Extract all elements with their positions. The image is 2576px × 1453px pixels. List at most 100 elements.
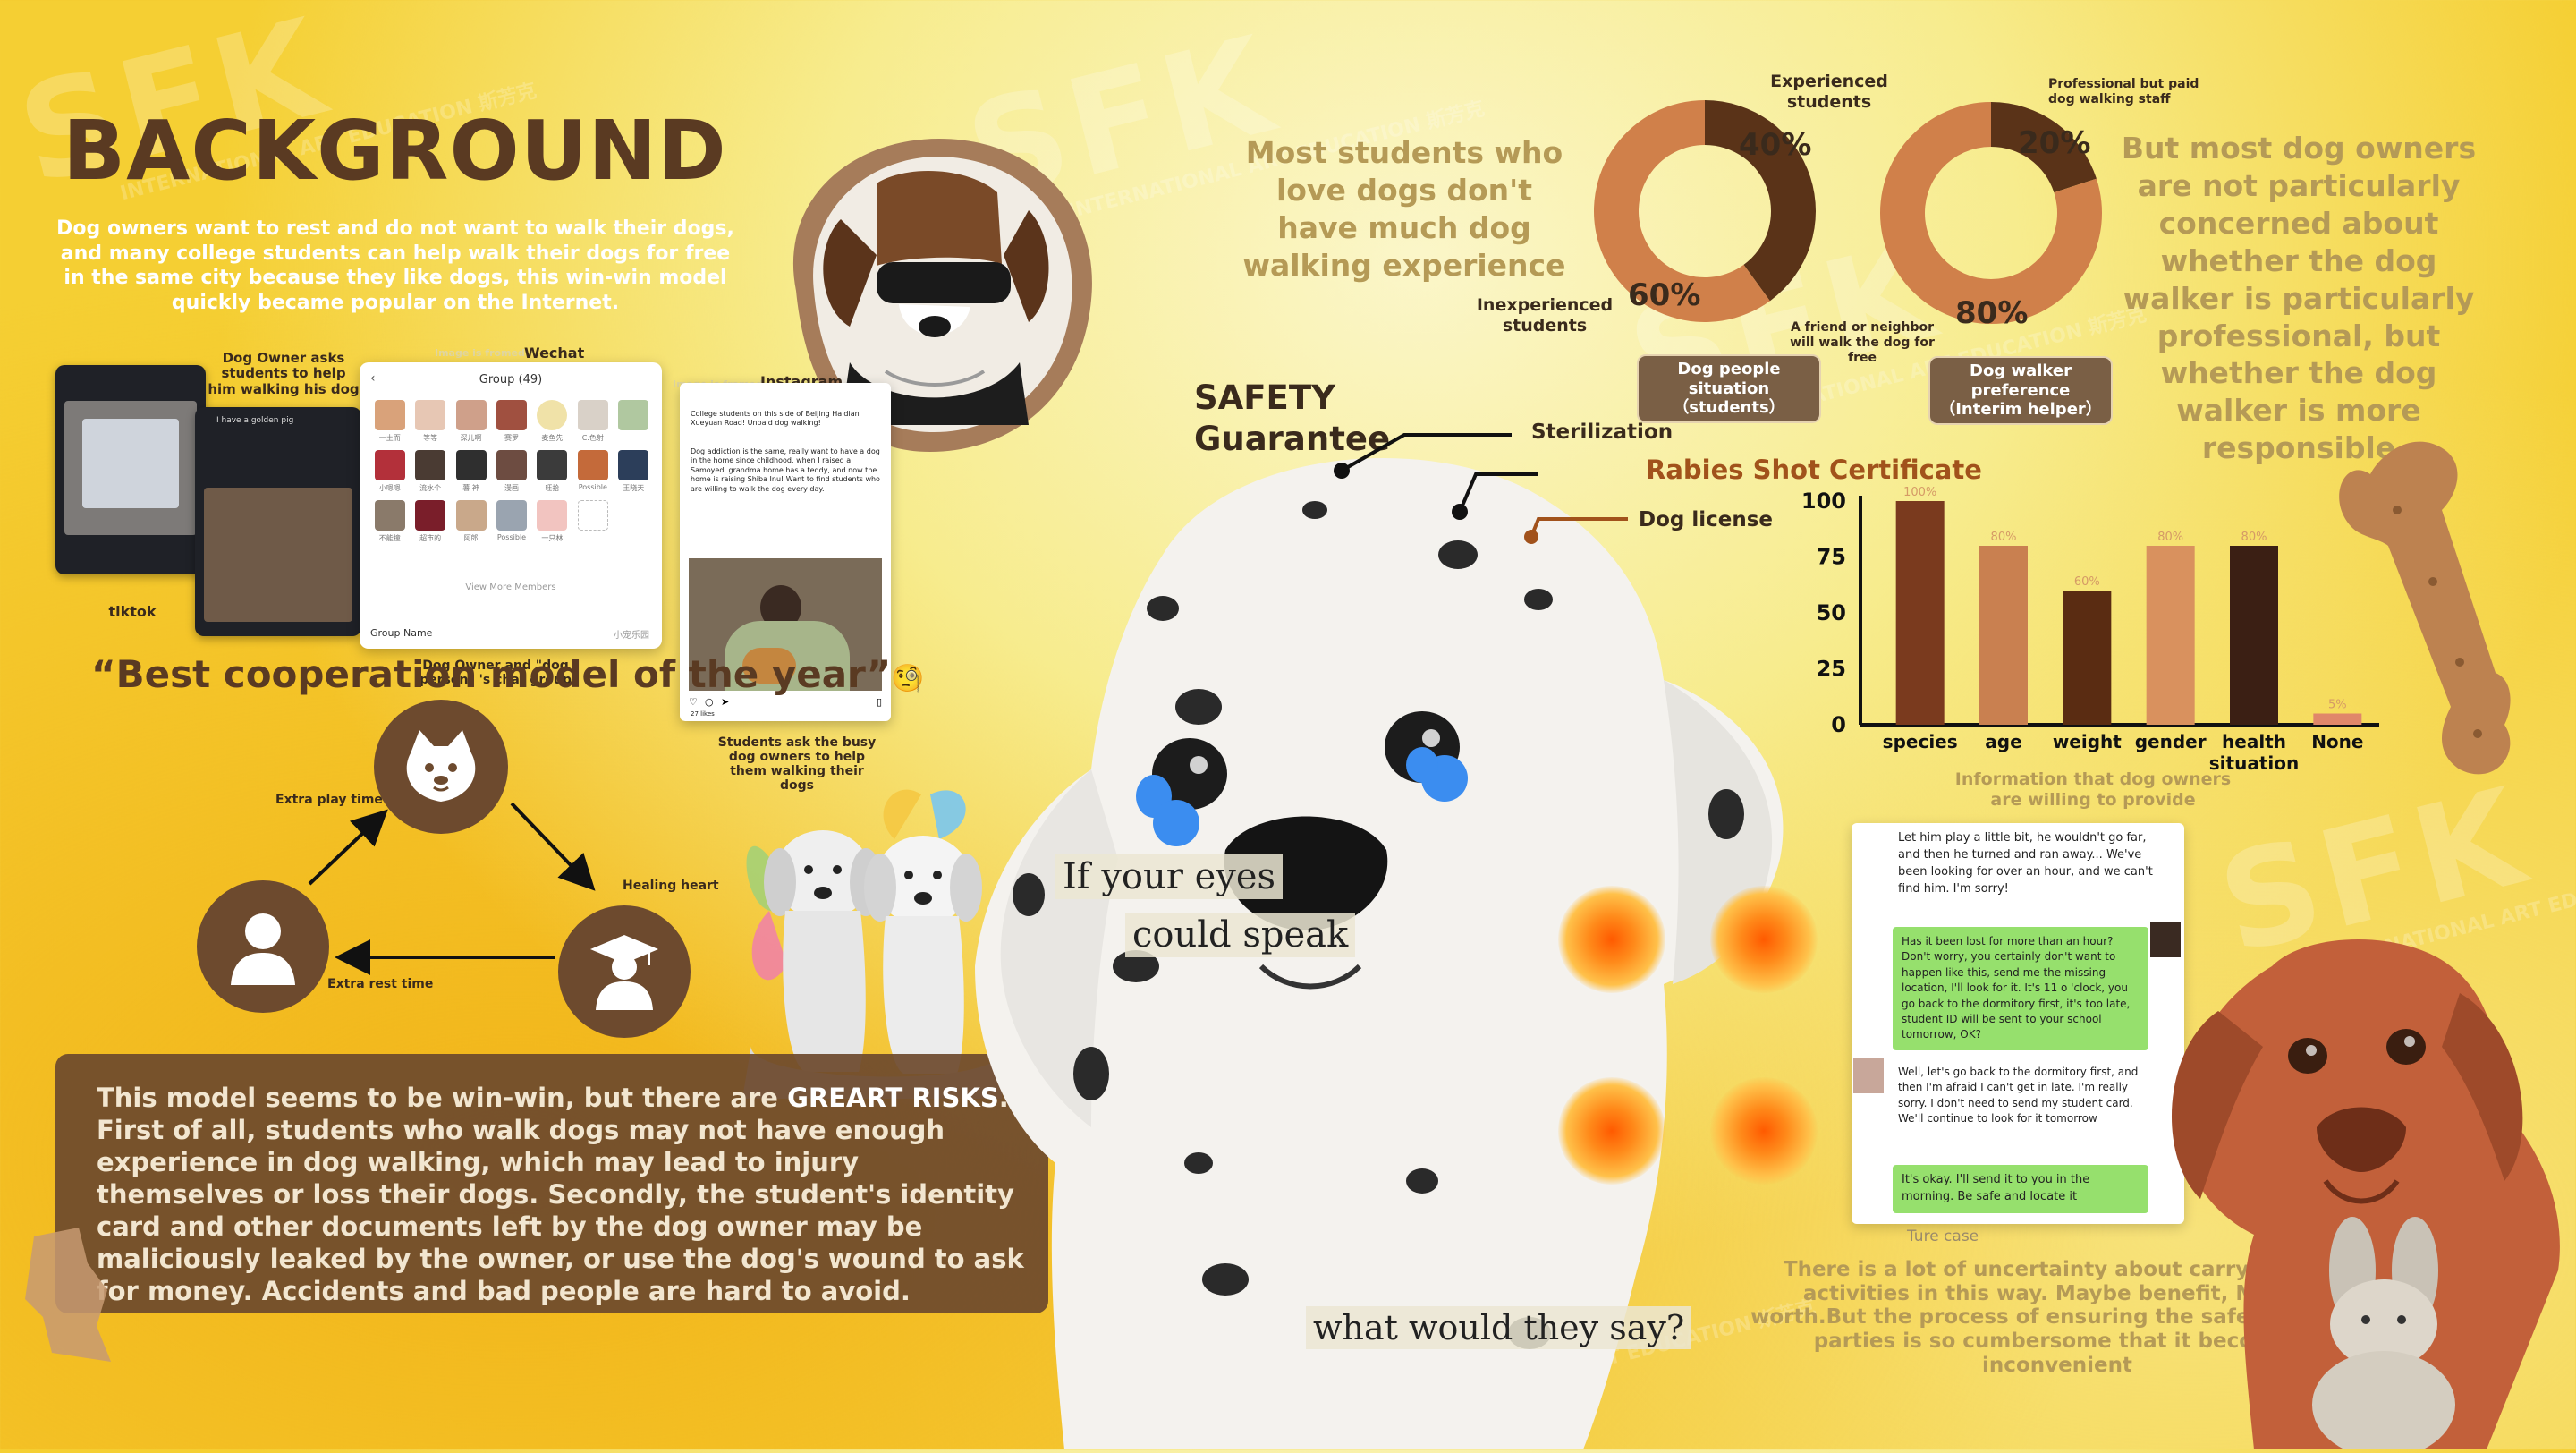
like-icon[interactable]: ♡: [689, 696, 698, 708]
share-icon[interactable]: ➤: [721, 696, 730, 708]
chat-message: Let him play a little bit, he wouldn't g…: [1889, 823, 2166, 905]
member-avatar[interactable]: 流水个: [412, 450, 447, 493]
tiktok-label: tiktok: [108, 603, 157, 620]
bar-category-label: weight: [2053, 731, 2122, 752]
owners-quote: But most dog owners are not particularly…: [2121, 131, 2477, 466]
torn-paper: [25, 1228, 111, 1362]
donut2-slice-1: [1880, 102, 2102, 324]
member-avatar[interactable]: [616, 400, 651, 443]
member-avatar[interactable]: 赛罗: [494, 400, 529, 443]
member-avatar[interactable]: 一土而: [372, 400, 407, 443]
bar-value-label: 80%: [1991, 531, 2017, 544]
bar-value-label: 100%: [1903, 486, 1936, 499]
member-avatar[interactable]: 旺拾: [535, 450, 570, 493]
donut1-pct-a: 40%: [1739, 127, 1812, 163]
sterilization-label: Sterilization: [1531, 421, 1674, 444]
bar-2: [2063, 591, 2112, 725]
tiktok-screenshot: [55, 365, 206, 574]
member-avatar[interactable]: 一只林: [535, 500, 570, 543]
caption-speak: could speak: [1125, 913, 1356, 957]
member-avatar[interactable]: Possible: [575, 450, 610, 493]
cooperation-headline: “Best cooperation model of the year”🧐: [91, 652, 925, 696]
member-avatar[interactable]: Possible: [494, 500, 529, 543]
dog-license-label: Dog license: [1639, 508, 1774, 531]
safety-pointers: [1334, 433, 1628, 544]
caption-say: what would they say?: [1306, 1306, 1692, 1349]
orb-decoration: [1710, 1077, 1818, 1185]
wechat-label: Wechat: [524, 344, 585, 361]
bar-category-label: species: [1883, 731, 1958, 752]
bar-value-label: 80%: [2157, 531, 2183, 544]
bookmark-icon[interactable]: ▯: [876, 696, 882, 708]
group-name-value[interactable]: 小宠乐园: [614, 631, 649, 641]
donut-chart-walkers: [1880, 102, 2102, 324]
member-avatar[interactable]: C.色射: [575, 400, 610, 443]
bar-category-label: None: [2311, 731, 2363, 752]
member-avatar[interactable]: 王晓天: [616, 450, 651, 493]
bar-category-label: gender: [2135, 731, 2207, 752]
wechat-group-card: ‹ Group (49) 一土而 等等 深儿啊 赛罗 麦鱼先 C.色射 小嗯嗯 …: [360, 362, 662, 649]
member-avatar[interactable]: 小嗯嗯: [372, 450, 407, 493]
safety-title: SAFETY Guarantee: [1194, 378, 1391, 459]
comment-icon[interactable]: ○: [705, 696, 714, 708]
bar-value-label: 60%: [2074, 575, 2100, 589]
donut2-bottom-label: A friend or neighbor will walk the dog f…: [1790, 320, 1935, 365]
insta-likes: 27 likes: [691, 710, 715, 718]
true-case-caption: Ture case: [1907, 1228, 1979, 1245]
orb-decoration: [1558, 1077, 1665, 1185]
extra-play-label: Extra play time: [275, 793, 383, 807]
dog-walk-screenshot: I have a golden pig: [195, 407, 361, 636]
bar-value-label: 80%: [2241, 531, 2267, 544]
tiktok-post-text: I have a golden pig: [216, 416, 294, 425]
donut2-top-label: Professional but paid dog walking staff: [2048, 77, 2199, 106]
member-avatar[interactable]: 不能撞: [372, 500, 407, 543]
donut1-pill: Dog people situation（students）: [1637, 354, 1821, 423]
member-avatar[interactable]: 麦鱼先: [535, 400, 570, 443]
caption-eyes: If your eyes: [1055, 854, 1284, 899]
extra-rest-label: Extra rest time: [327, 977, 434, 991]
bar-1: [1979, 546, 2028, 725]
chat-message: Well, let's go back to the dormitory fir…: [1889, 1058, 2166, 1134]
wechat-group-title: Group (49): [479, 373, 543, 387]
page-title: BACKGROUND: [63, 103, 727, 199]
bar-5: [2313, 713, 2362, 725]
instagram-caption: Students ask the busy dog owners to help…: [717, 735, 877, 794]
vizsla-photo: [2147, 913, 2576, 1449]
donut1-bottom-label: Inexperienced students: [1476, 295, 1614, 336]
bar-chart-ytick: 100: [1801, 489, 1846, 514]
dog-node: [374, 700, 508, 834]
donut2-slice-0: [1991, 102, 2097, 193]
person-icon: [231, 913, 295, 985]
member-grid: 一土而 等等 深儿啊 赛罗 麦鱼先 C.色射 小嗯嗯 流水个 薯 神 漫画 旺拾…: [372, 400, 651, 543]
member-avatar[interactable]: 漫画: [494, 450, 529, 493]
chat-message: Has it been lost for more than an hour? …: [1893, 927, 2148, 1050]
donut1-slice-0: [1705, 100, 1816, 302]
member-avatar[interactable]: 薯 神: [453, 450, 488, 493]
insta-post-body: Dog addiction is the same, really want t…: [691, 447, 880, 493]
plush-bunny: [2290, 1217, 2478, 1453]
bar-0: [1895, 501, 1945, 725]
wechat-source: Image is fromed: [435, 347, 525, 359]
donut1-pct-b: 60%: [1628, 277, 1701, 313]
bar-chart: 0 25 50 75 100 100% species 80% age 60% weight 80% g…: [1801, 486, 2379, 774]
insta-post-intro: College students on this side of Beijing…: [691, 410, 860, 428]
bar-chart-caption: Information that dog owners are willing …: [1954, 769, 2232, 810]
rabies-label: Rabies Shot Certificate: [1646, 455, 1982, 485]
orb-decoration: [1710, 886, 1818, 993]
back-icon[interactable]: ‹: [370, 371, 376, 386]
dog-owner-asks-label: Dog Owner asks students to help him walk…: [208, 350, 360, 397]
risk-panel: [55, 1054, 1048, 1313]
member-avatar[interactable]: 等等: [412, 400, 447, 443]
view-more-members-link[interactable]: View More Members: [465, 582, 556, 592]
student-icon: [590, 935, 658, 1010]
add-member-button[interactable]: [575, 500, 610, 543]
member-avatar[interactable]: 阿郎: [453, 500, 488, 543]
member-avatar[interactable]: 超市的: [412, 500, 447, 543]
member-avatar[interactable]: 深儿啊: [453, 400, 488, 443]
intro-text: Dog owners want to rest and do not want …: [56, 217, 734, 314]
bar-3: [2146, 546, 2195, 725]
students-quote: Most students who love dogs don't have m…: [1242, 135, 1566, 283]
insta-photo: [689, 558, 882, 691]
bar-chart-ytick: 75: [1817, 545, 1846, 570]
wechat-caption: Dog Owner and "dog person" 's chat group: [419, 659, 572, 688]
